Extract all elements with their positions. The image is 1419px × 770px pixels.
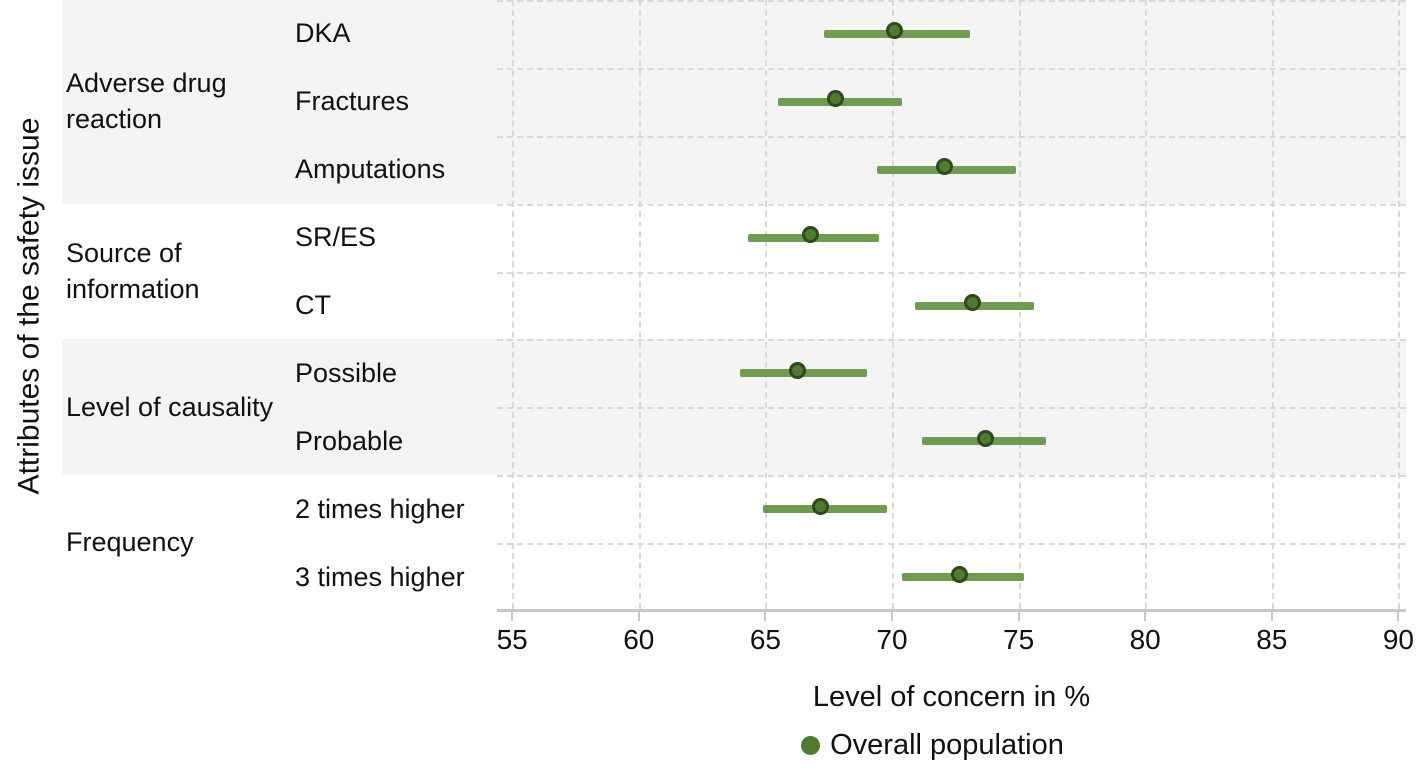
horizontal-gridline: [497, 203, 1406, 206]
row-label: CT: [295, 289, 331, 320]
row-label: Fractures: [295, 86, 410, 117]
x-axis-tick: [1397, 612, 1400, 621]
row-label: Possible: [295, 357, 398, 388]
x-axis-tick-label: 65: [749, 624, 781, 655]
horizontal-gridline: [497, 407, 1406, 410]
x-axis-tick-label: 85: [1256, 624, 1288, 655]
x-axis-tick: [890, 612, 893, 621]
x-axis-tick-label: 70: [876, 624, 908, 655]
x-axis-tick: [764, 612, 767, 621]
group-label-3: Level of causality: [66, 391, 274, 422]
legend-marker-icon: [801, 736, 821, 755]
vertical-gridline-90: [1398, 0, 1401, 609]
data-point: [885, 22, 903, 40]
horizontal-gridline: [497, 543, 1406, 546]
x-axis-tick: [1144, 612, 1147, 621]
x-axis-tick-label: 55: [496, 624, 528, 655]
vertical-gridline-65: [765, 0, 768, 609]
group-band-3: [62, 339, 1406, 476]
group-label-4: Frequency: [66, 527, 194, 558]
vertical-gridline-60: [638, 0, 641, 609]
horizontal-gridline: [497, 475, 1406, 478]
x-axis-tick: [511, 612, 514, 621]
group-band-1: [62, 0, 1406, 204]
data-point: [802, 226, 819, 244]
y-axis-title: Attributes of the safety issue: [0, 0, 58, 611]
data-point: [936, 158, 954, 176]
data-point: [976, 429, 994, 447]
row-label: DKA: [295, 18, 351, 49]
data-point: [789, 361, 807, 379]
row-label: 2 times higher: [295, 493, 465, 524]
horizontal-gridline: [497, 135, 1406, 138]
horizontal-gridline: [497, 271, 1406, 274]
x-axis-title: Level of concern in %: [812, 681, 1091, 713]
data-point: [964, 294, 982, 311]
horizontal-gridline: [497, 67, 1406, 70]
row-label: Probable: [295, 425, 404, 456]
x-axis-tick: [1017, 612, 1020, 621]
group-label-1: Adverse drug reaction: [66, 68, 227, 134]
x-axis-tick-label: 60: [623, 624, 655, 655]
vertical-gridline-85: [1271, 0, 1274, 609]
data-point: [951, 565, 969, 583]
vertical-gridline-55: [512, 0, 515, 609]
row-label: 3 times higher: [295, 561, 465, 592]
x-axis-tick-label: 80: [1129, 624, 1161, 655]
x-axis-tick-label: 75: [1003, 624, 1035, 655]
vertical-gridline-70: [891, 0, 894, 609]
x-axis-tick: [637, 612, 640, 621]
data-point: [827, 90, 845, 108]
row-label: SR/ES: [295, 222, 377, 253]
horizontal-gridline: [497, 339, 1406, 342]
legend: Overall population: [478, 729, 1387, 762]
group-label-2: Source of information: [66, 237, 200, 304]
y-axis-title-text: Attributes of the safety issue: [12, 117, 45, 494]
legend-label: Overall population: [830, 729, 1064, 761]
row-label: Amputations: [295, 154, 446, 185]
horizontal-gridline: [497, 0, 1406, 2]
x-axis-tick: [1270, 612, 1273, 621]
x-axis-line: [497, 609, 1406, 612]
data-point: [812, 497, 830, 515]
x-axis-tick-label: 90: [1382, 624, 1414, 655]
vertical-gridline-80: [1145, 0, 1148, 609]
